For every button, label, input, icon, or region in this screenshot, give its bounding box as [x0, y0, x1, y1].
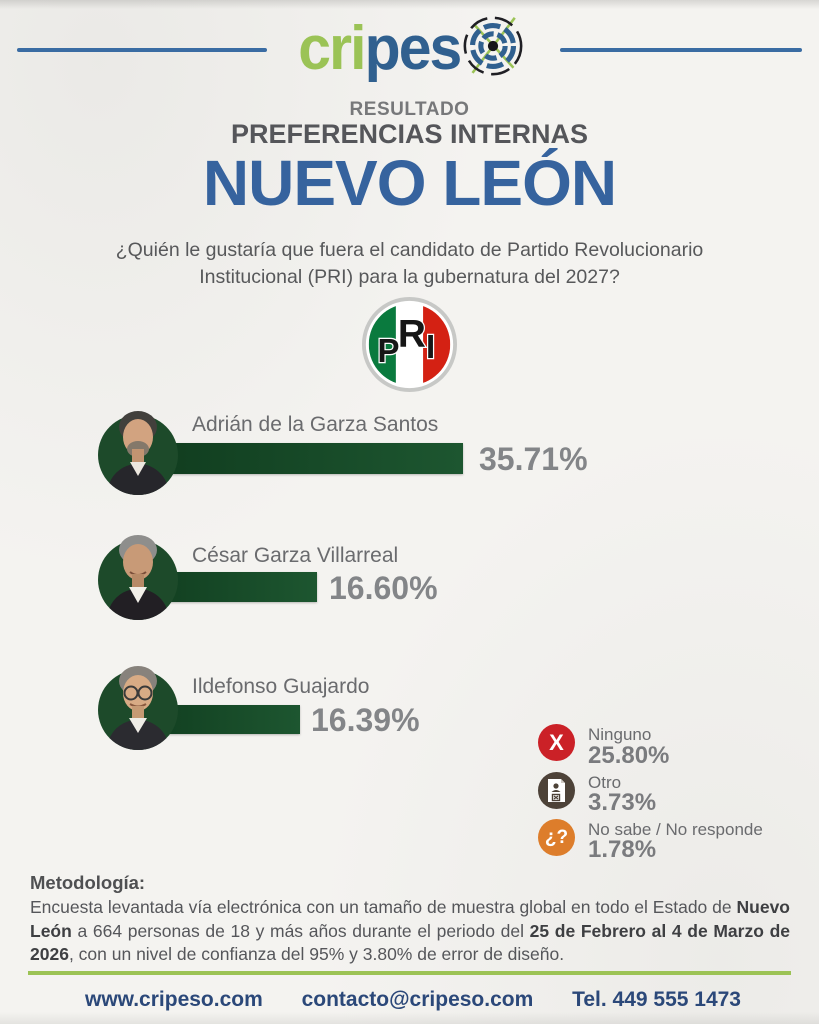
candidate-photo-ildefonso [96, 646, 180, 754]
legend-percentage: 1.78% [588, 836, 657, 863]
header-rule-left [17, 48, 267, 52]
x-glyph: X [549, 729, 564, 755]
legend-label: No sabe / No responde [588, 820, 763, 839]
legend-percentage: 3.73% [588, 789, 657, 816]
kicker: RESULTADO [349, 99, 470, 120]
cripeso-logo: cripes [0, 14, 819, 83]
subtitle: PREFERENCIAS INTERNAS [230, 119, 589, 149]
header-rule-right [560, 48, 802, 52]
methodology-heading: Metodología: [30, 872, 146, 893]
question-line-2: Institucional (PRI) para la gubernatura … [199, 266, 620, 288]
pri-letter-i: I [426, 328, 435, 365]
footer-website: www.cripeso.com [85, 988, 263, 1011]
candidate-photo-adrian [96, 391, 180, 499]
page-title: NUEVO LEÓN [202, 147, 617, 219]
methodology-paragraph: Encuesta levantada vía electrónica con u… [30, 897, 790, 964]
pri-letter-p: P [377, 332, 399, 369]
logo-part-green: cri [298, 13, 366, 83]
target-icon [461, 14, 525, 83]
candidate-name: César Garza Villarreal [192, 544, 399, 567]
candidate-percentage: 35.71% [479, 441, 588, 477]
question-line-1: ¿Quién le gustaría que fuera el candidat… [115, 239, 704, 261]
footer-phone: Tel. 449 555 1473 [572, 988, 741, 1011]
question-glyph: ¿? [544, 826, 569, 848]
logo-part-blue: pes [364, 13, 463, 83]
pri-letter-r: R [398, 312, 426, 355]
logo-wordmark: cripes [298, 17, 462, 80]
footer-email: contacto@cripeso.com [301, 988, 534, 1011]
survey-question: ¿Quién le gustaría que fuera el candidat… [0, 237, 819, 291]
footer-divider [28, 971, 791, 975]
candidate-percentage: 16.60% [329, 570, 438, 606]
candidate-percentage: 16.39% [311, 702, 420, 738]
candidate-name: Adrián de la Garza Santos [192, 413, 439, 436]
legend-label: Otro [588, 773, 622, 792]
pri-party-logo: P R I [361, 296, 458, 398]
legend-percentage: 25.80% [588, 742, 670, 769]
ballot-icon [538, 772, 575, 809]
question-icon: ¿? [538, 819, 575, 856]
legend-label: Ninguno [588, 725, 652, 744]
candidate-photo-cesar [96, 516, 180, 624]
candidate-name: Ildefonso Guajardo [192, 675, 370, 698]
x-icon: X [538, 724, 575, 761]
footer-contact-bar: www.cripeso.com contacto@cripeso.com Tel… [85, 988, 741, 1012]
